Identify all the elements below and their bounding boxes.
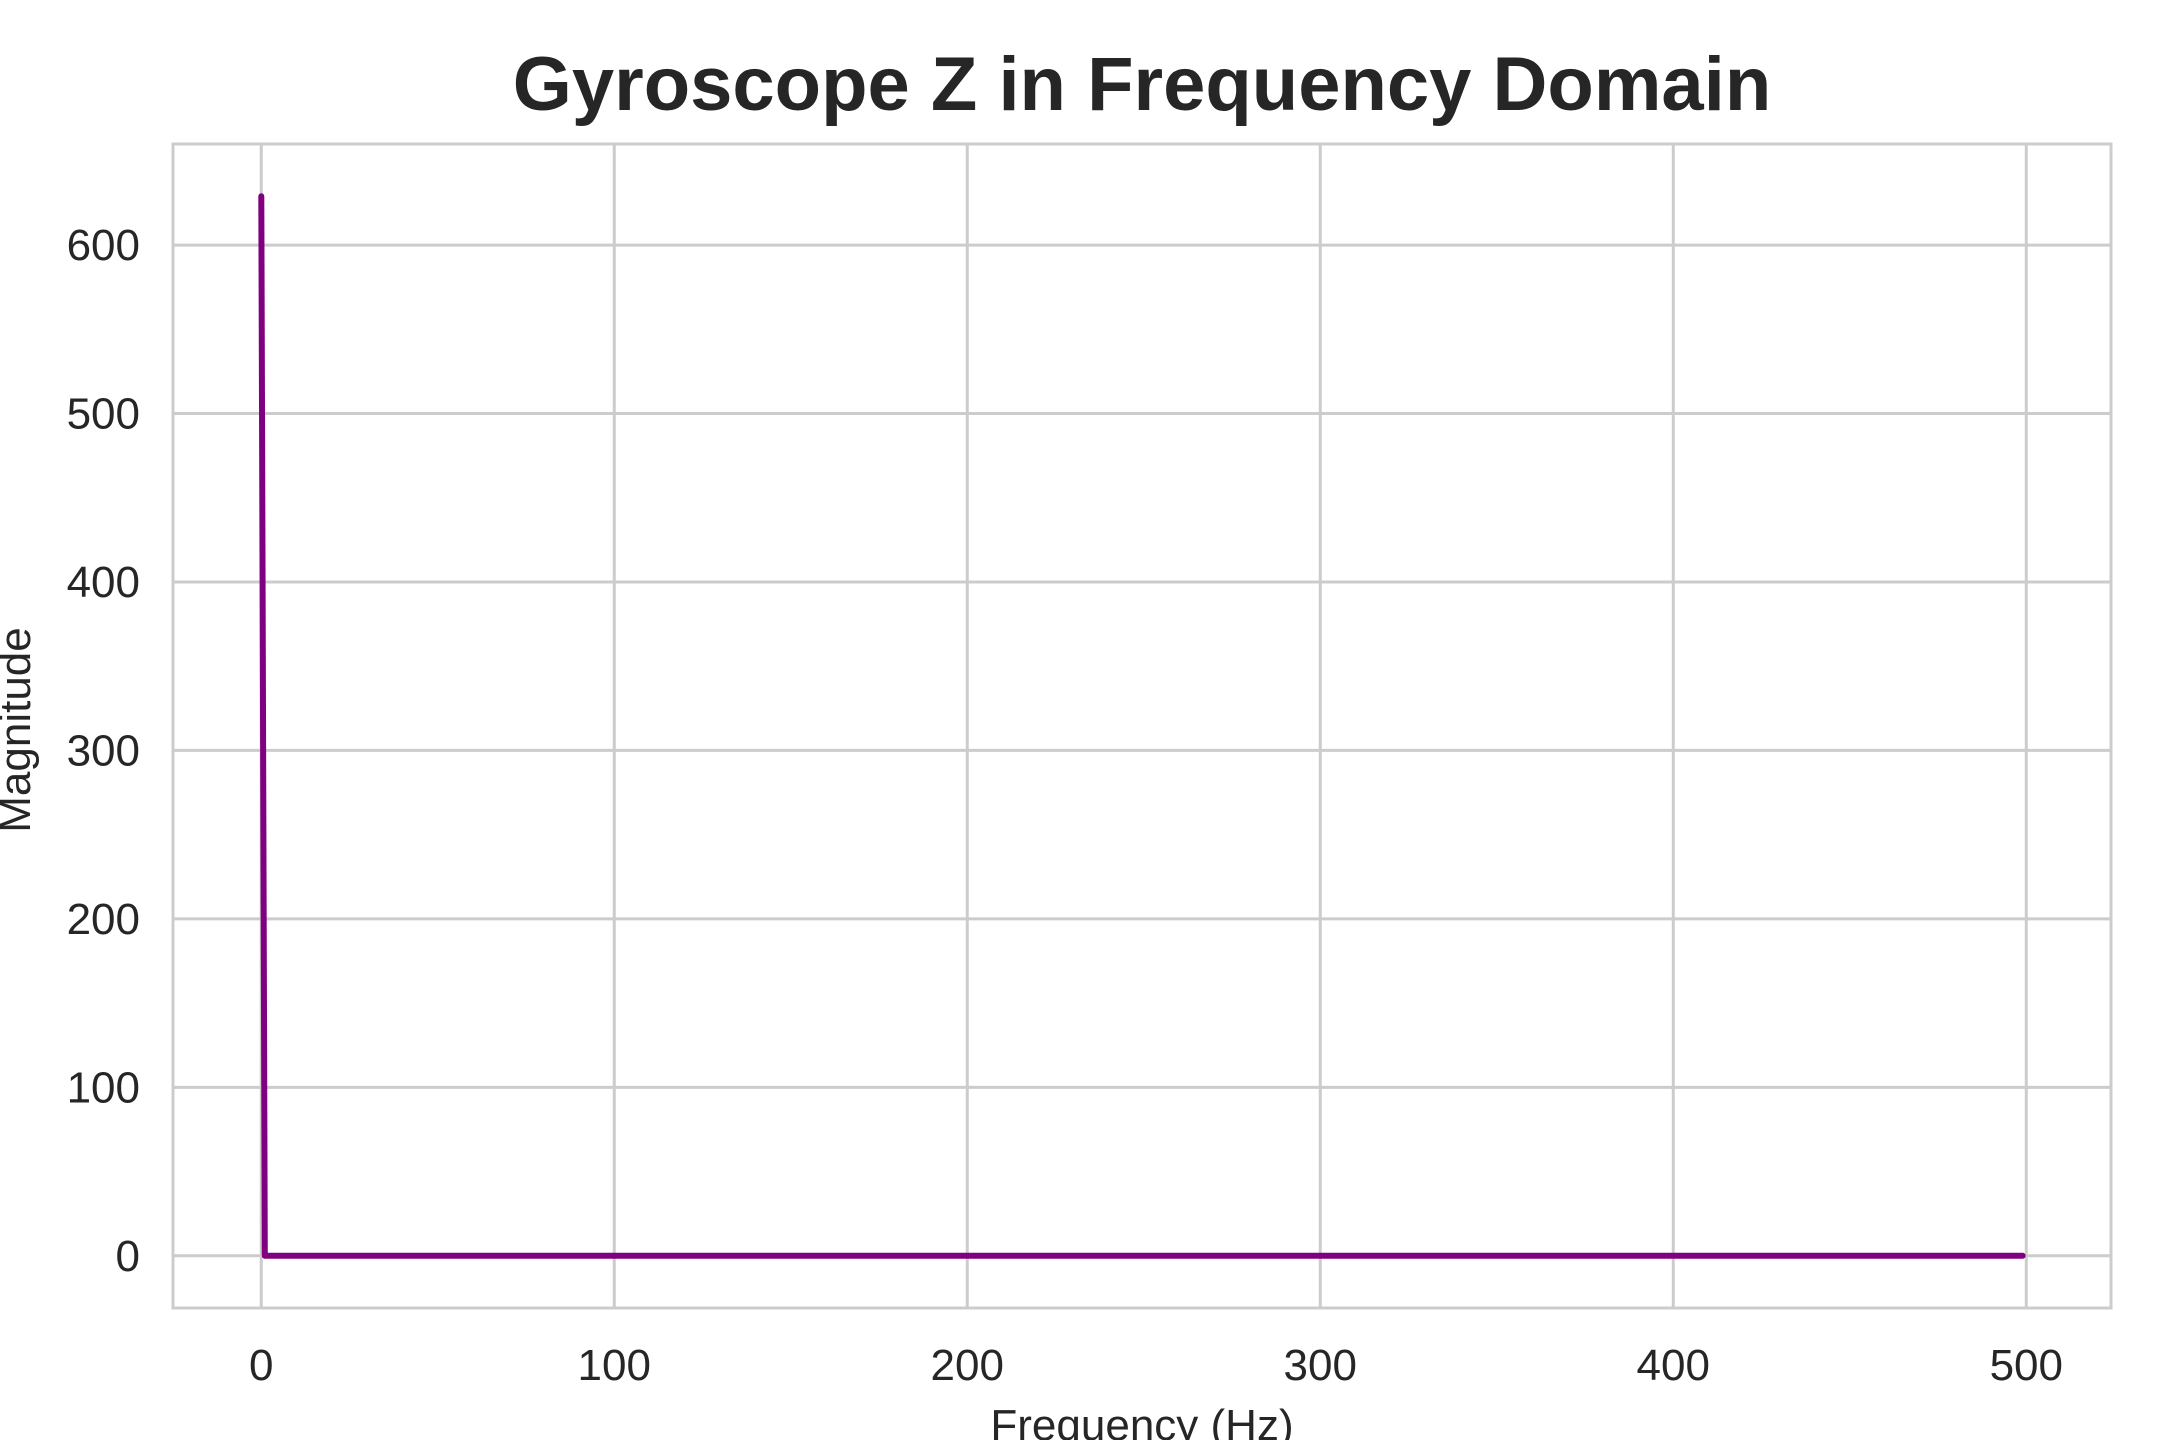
chart-title: Gyroscope Z in Frequency Domain	[513, 42, 1772, 127]
plot-border	[171, 142, 2113, 1310]
x-tick-label: 400	[1637, 1341, 1710, 1390]
x-tick-label: 300	[1284, 1341, 1357, 1390]
y-tick-label: 200	[67, 895, 140, 944]
series-line	[258, 193, 2026, 1259]
y-tick-label: 300	[67, 726, 140, 775]
x-tick-label: 100	[578, 1341, 651, 1390]
tick-labels: 0 100 200 300 400 500 0 100 200 300 400 500 600	[67, 221, 2063, 1390]
y-tick-label: 400	[67, 558, 140, 607]
x-tick-label: 0	[249, 1341, 273, 1390]
y-tick-label: 100	[67, 1063, 140, 1112]
x-tick-label: 200	[931, 1341, 1004, 1390]
y-tick-label: 600	[67, 221, 140, 270]
grid-layer	[173, 144, 2111, 1308]
y-tick-label: 0	[116, 1232, 140, 1281]
plot-frame	[171, 142, 2113, 1310]
series-layer	[258, 193, 2026, 1259]
y-tick-label: 500	[67, 390, 140, 439]
x-axis-label: Frequency (Hz)	[990, 1401, 1293, 1440]
x-tick-label: 500	[1990, 1341, 2063, 1390]
y-axis-label: Magnitude	[0, 627, 40, 832]
